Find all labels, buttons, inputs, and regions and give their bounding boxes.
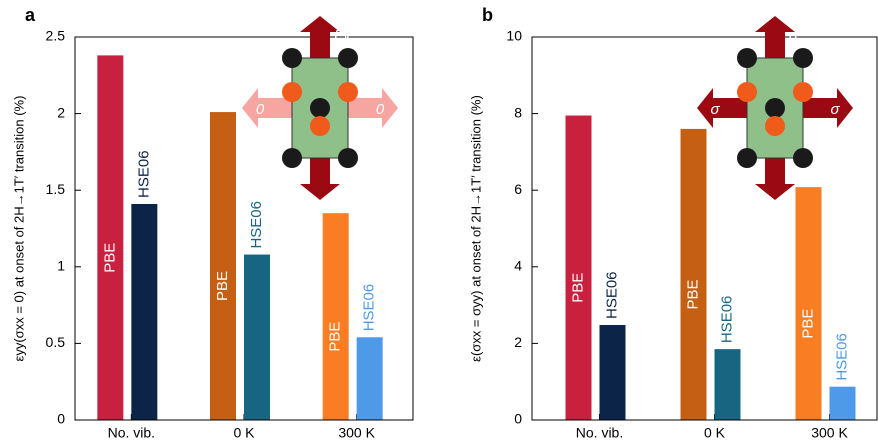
bar-label: HSE06 [135, 150, 152, 198]
y-tick-label: 4 [514, 258, 522, 274]
atom [737, 82, 757, 102]
bar [829, 386, 856, 420]
bar-label: HSE06 [248, 201, 265, 249]
plot-frame [74, 36, 414, 421]
atom [793, 148, 813, 168]
atom [310, 98, 330, 118]
bar [131, 203, 158, 420]
panel-label: a [25, 5, 36, 25]
atom [282, 48, 302, 68]
atom [793, 48, 813, 68]
x-tick-label: 300 K [811, 425, 848, 441]
y-tick-label: 2 [57, 104, 65, 120]
bar-label: PBE [327, 322, 344, 352]
y-tick-label: 2.5 [46, 28, 66, 44]
y-tick-label: 0 [514, 411, 522, 427]
atom [338, 148, 358, 168]
atom [338, 48, 358, 68]
y-tick-label: 8 [514, 104, 522, 120]
x-tick-label: No. vib. [108, 425, 155, 441]
y-tick-label: 2 [514, 334, 522, 350]
y-tick-label: 0 [57, 411, 65, 427]
inset-label: σ [789, 27, 799, 44]
y-tick-label: 6 [514, 181, 522, 197]
inset-diagram: Fy Fy 0 0 [242, 16, 398, 200]
plot-frame [531, 36, 878, 421]
y-tick-label: 1.5 [46, 181, 66, 197]
inset-label: Fy [334, 171, 352, 188]
atom [338, 82, 358, 102]
bar [244, 254, 270, 420]
atom [793, 82, 813, 102]
atom [310, 116, 330, 136]
bar [599, 325, 626, 420]
bar [97, 55, 124, 420]
bar-label: HSE06 [361, 284, 378, 332]
x-tick-label: 0 K [233, 425, 255, 441]
inset-label: 0 [376, 101, 385, 118]
atom [765, 116, 785, 136]
bar [680, 128, 707, 421]
bar-label: PBE [799, 309, 816, 339]
x-tick-label: No. vib. [576, 425, 623, 441]
bar-label: HSE06 [833, 333, 850, 381]
atom [765, 98, 785, 118]
x-tick-label: 0 K [704, 425, 726, 441]
atom [282, 82, 302, 102]
atom [282, 148, 302, 168]
inset-label: Fy [334, 27, 352, 44]
inset-label: σ [710, 101, 720, 118]
bar-label: PBE [214, 271, 231, 301]
panel-label: b [482, 5, 493, 25]
bar [714, 349, 741, 420]
bar-label: PBE [684, 279, 701, 309]
inset-label: σ [830, 101, 840, 118]
inset-label: 0 [256, 101, 265, 118]
inset-label: σ [789, 171, 799, 188]
y-axis-label: ε(σxx = σyy) at onset of 2H→1T′ transiti… [468, 95, 483, 362]
bar [210, 112, 236, 421]
y-tick-label: 10 [506, 28, 522, 44]
bar [322, 213, 349, 420]
y-tick-label: 0.5 [46, 334, 66, 350]
bar [565, 115, 592, 420]
bar-label: PBE [101, 243, 118, 273]
bar [795, 187, 822, 420]
bar-label: HSE06 [718, 296, 735, 344]
bar-label: HSE06 [603, 271, 620, 319]
y-axis-label: εyy(σxx = 0) at onset of 2H→1T′ transiti… [11, 96, 26, 362]
x-tick-label: 300 K [338, 425, 375, 441]
y-tick-label: 1 [57, 258, 65, 274]
atom [737, 148, 757, 168]
atom [737, 48, 757, 68]
bar [356, 337, 383, 420]
bar-label: PBE [569, 273, 586, 303]
inset-diagram: σ σ σ σ [697, 16, 853, 200]
